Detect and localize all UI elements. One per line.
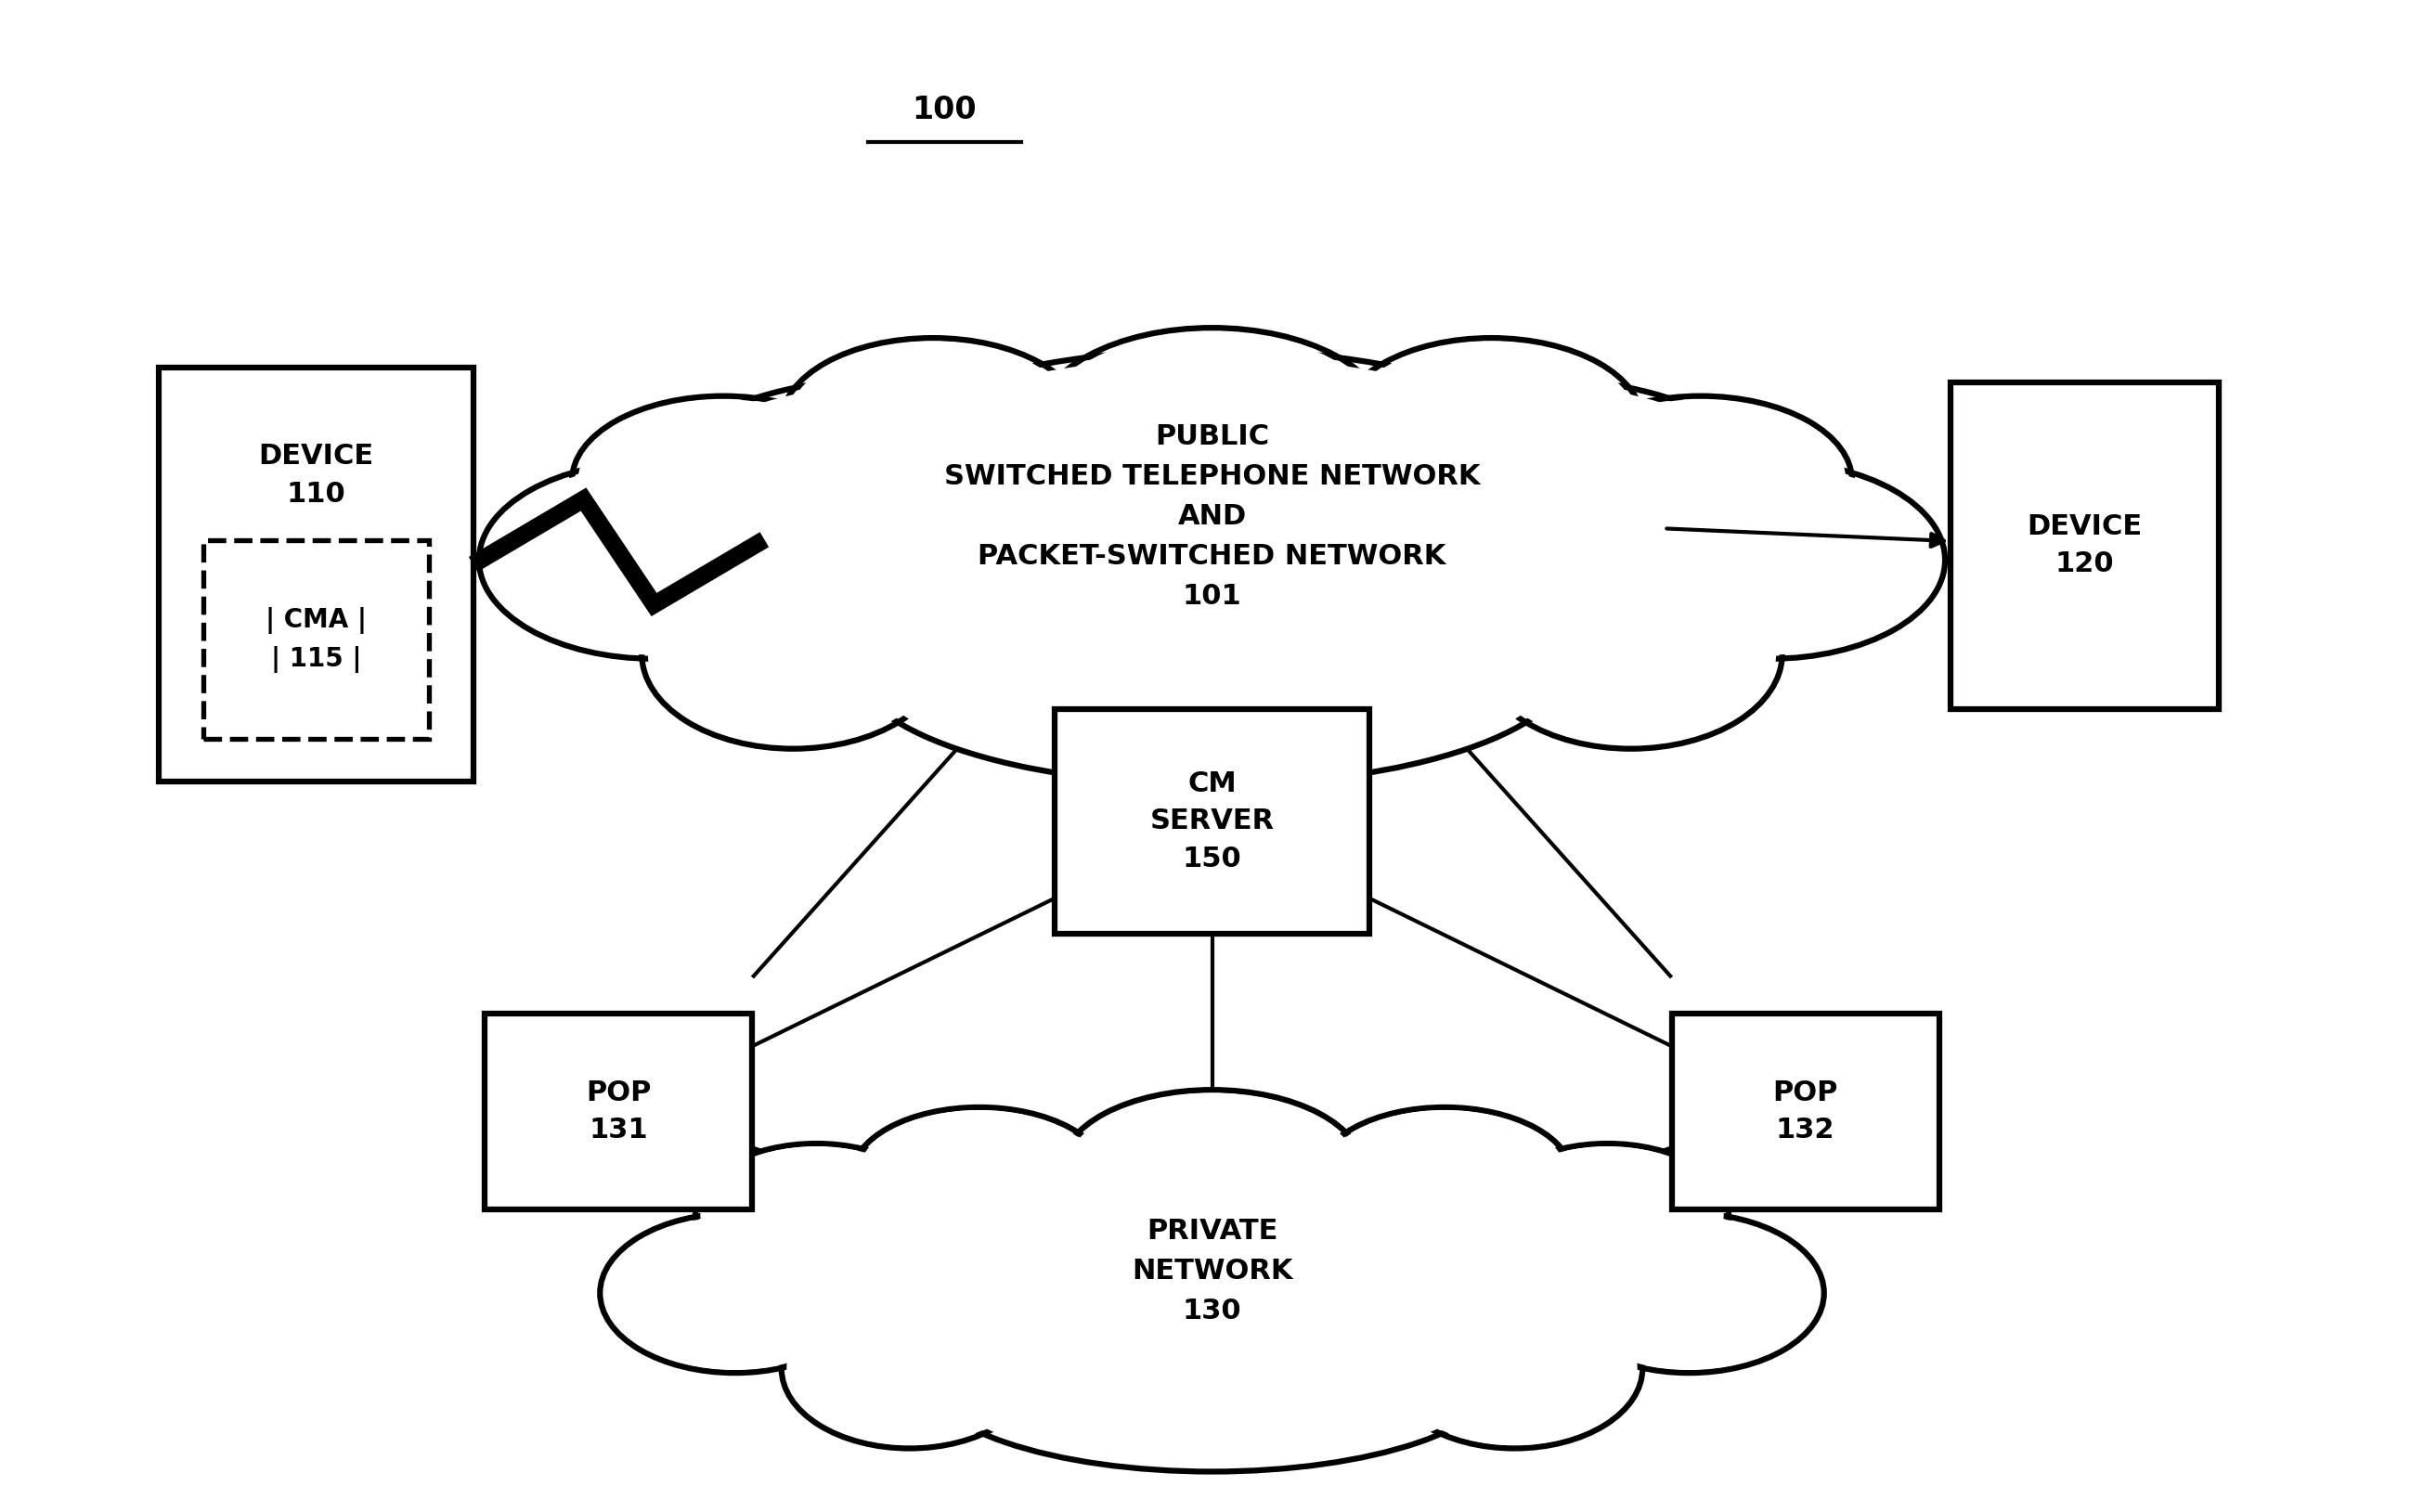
Ellipse shape [701,1146,933,1281]
Text: PRIVATE
NETWORK
130: PRIVATE NETWORK 130 [1132,1219,1292,1325]
Ellipse shape [781,1288,1037,1448]
Text: DEVICE
110: DEVICE 110 [259,443,373,508]
Ellipse shape [1556,399,1847,561]
Ellipse shape [618,378,1154,683]
Ellipse shape [1595,461,1944,659]
Ellipse shape [865,543,1559,780]
Ellipse shape [601,1213,870,1373]
Ellipse shape [1280,1152,1704,1390]
Text: | CMA |
| 115 |: | CMA | | 115 | [267,606,366,673]
Ellipse shape [577,399,868,561]
Ellipse shape [642,559,945,748]
Ellipse shape [851,1107,1108,1246]
Ellipse shape [856,1110,1103,1244]
Ellipse shape [1602,466,1939,655]
Ellipse shape [696,1143,938,1282]
Ellipse shape [720,1152,1144,1390]
Ellipse shape [1067,1093,1357,1246]
Ellipse shape [1270,1148,1711,1394]
Ellipse shape [800,357,1624,705]
FancyBboxPatch shape [1951,383,2218,709]
Ellipse shape [1491,1146,1723,1281]
Ellipse shape [1340,339,1643,507]
Ellipse shape [1559,1217,1818,1370]
Ellipse shape [647,564,938,745]
FancyBboxPatch shape [1054,709,1370,934]
Ellipse shape [1321,1110,1568,1244]
FancyBboxPatch shape [204,541,429,739]
Ellipse shape [1486,564,1777,745]
Ellipse shape [1479,559,1782,748]
Text: POP
132: POP 132 [1772,1080,1837,1145]
Ellipse shape [1316,1107,1573,1246]
FancyBboxPatch shape [160,367,473,782]
Ellipse shape [897,1129,1527,1414]
Ellipse shape [713,1148,1154,1394]
Ellipse shape [788,1291,1033,1445]
Ellipse shape [606,1217,865,1370]
Ellipse shape [1270,378,1806,683]
Ellipse shape [1391,1291,1636,1445]
Ellipse shape [933,1278,1491,1468]
Ellipse shape [1387,1288,1643,1448]
Ellipse shape [1045,331,1379,513]
Ellipse shape [1345,342,1636,503]
Ellipse shape [788,342,1079,503]
FancyBboxPatch shape [485,1013,751,1210]
Ellipse shape [1280,384,1794,677]
Ellipse shape [485,466,822,655]
Ellipse shape [480,461,829,659]
Text: 100: 100 [911,95,977,125]
Ellipse shape [1037,328,1387,517]
Text: CM
SERVER
150: CM SERVER 150 [1149,770,1275,872]
Ellipse shape [1554,1213,1823,1373]
Text: PUBLIC
SWITCHED TELEPHONE NETWORK
AND
PACKET-SWITCHED NETWORK
101: PUBLIC SWITCHED TELEPHONE NETWORK AND PA… [943,423,1481,609]
Ellipse shape [572,396,875,564]
Ellipse shape [1549,396,1852,564]
Ellipse shape [921,1275,1503,1471]
Ellipse shape [911,1134,1513,1408]
Ellipse shape [630,384,1144,677]
Ellipse shape [851,538,1573,785]
Ellipse shape [781,349,1643,712]
Text: DEVICE
120: DEVICE 120 [2026,513,2143,578]
Ellipse shape [1486,1143,1728,1282]
Text: POP
131: POP 131 [587,1080,652,1145]
FancyBboxPatch shape [1673,1013,1939,1210]
Ellipse shape [1062,1090,1362,1249]
Ellipse shape [781,339,1084,507]
